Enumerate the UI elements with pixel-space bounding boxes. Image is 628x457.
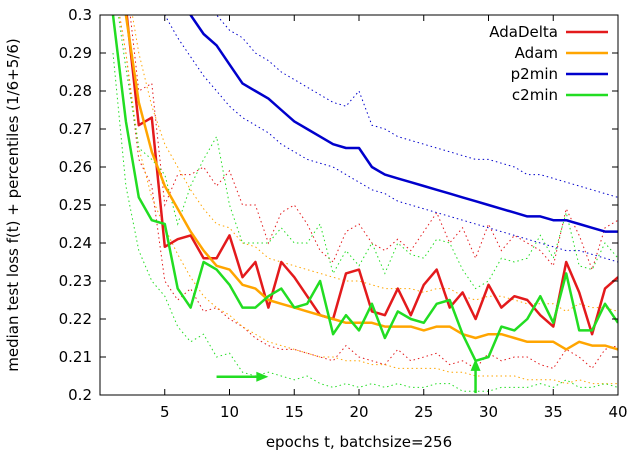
series-layer bbox=[111, 15, 618, 392]
legend-label-adam: Adam bbox=[515, 44, 558, 62]
y-tick-label: 0.2 bbox=[68, 386, 92, 404]
y-tick-label: 0.25 bbox=[59, 196, 92, 214]
x-tick-label: 20 bbox=[349, 403, 368, 421]
y-tick-label: 0.27 bbox=[59, 120, 92, 138]
legend: AdaDelta Adam p2min c2min bbox=[489, 23, 608, 104]
y-tick-label: 0.3 bbox=[68, 6, 92, 24]
x-tick-label: 35 bbox=[544, 403, 563, 421]
arrow-right-annotation bbox=[216, 371, 269, 382]
y-tick-label: 0.23 bbox=[59, 272, 92, 290]
adam-median-line bbox=[124, 15, 618, 351]
x-tick-label: 25 bbox=[414, 403, 433, 421]
x-axis-label: epochs t, batchsize=256 bbox=[266, 433, 452, 451]
legend-label-adadelta: AdaDelta bbox=[489, 23, 558, 41]
y-tick-label: 0.24 bbox=[59, 234, 92, 252]
tick-layer: 5 10 15 20 25 30 35 40 0.2 0.21 0.22 0.23 0.24 0.25 0.… bbox=[59, 6, 628, 421]
y-tick-label: 0.26 bbox=[59, 158, 92, 176]
c2min-median-line bbox=[111, 15, 618, 363]
p2min-median-line bbox=[189, 15, 618, 233]
legend-label-c2min: c2min bbox=[512, 86, 558, 104]
c2min-upper-percentile-line bbox=[117, 15, 618, 290]
y-axis-label: median test loss f(t) + percentiles (1/6… bbox=[4, 38, 22, 371]
x-tick-label: 5 bbox=[160, 403, 170, 421]
x-tick-label: 40 bbox=[608, 403, 627, 421]
p2min-upper-percentile-line bbox=[215, 15, 618, 198]
y-tick-label: 0.28 bbox=[59, 82, 92, 100]
y-tick-label: 0.22 bbox=[59, 310, 92, 328]
x-tick-label: 10 bbox=[220, 403, 239, 421]
y-tick-label: 0.21 bbox=[59, 348, 92, 366]
adadelta-upper-percentile-line bbox=[129, 15, 618, 272]
y-tick-label: 0.29 bbox=[59, 44, 92, 62]
adam-upper-percentile-line bbox=[131, 15, 618, 312]
x-tick-label: 30 bbox=[479, 403, 498, 421]
annotation-layer bbox=[216, 358, 481, 394]
legend-label-p2min: p2min bbox=[511, 65, 558, 83]
x-tick-label: 15 bbox=[285, 403, 304, 421]
arrow-up-annotation bbox=[470, 358, 481, 394]
